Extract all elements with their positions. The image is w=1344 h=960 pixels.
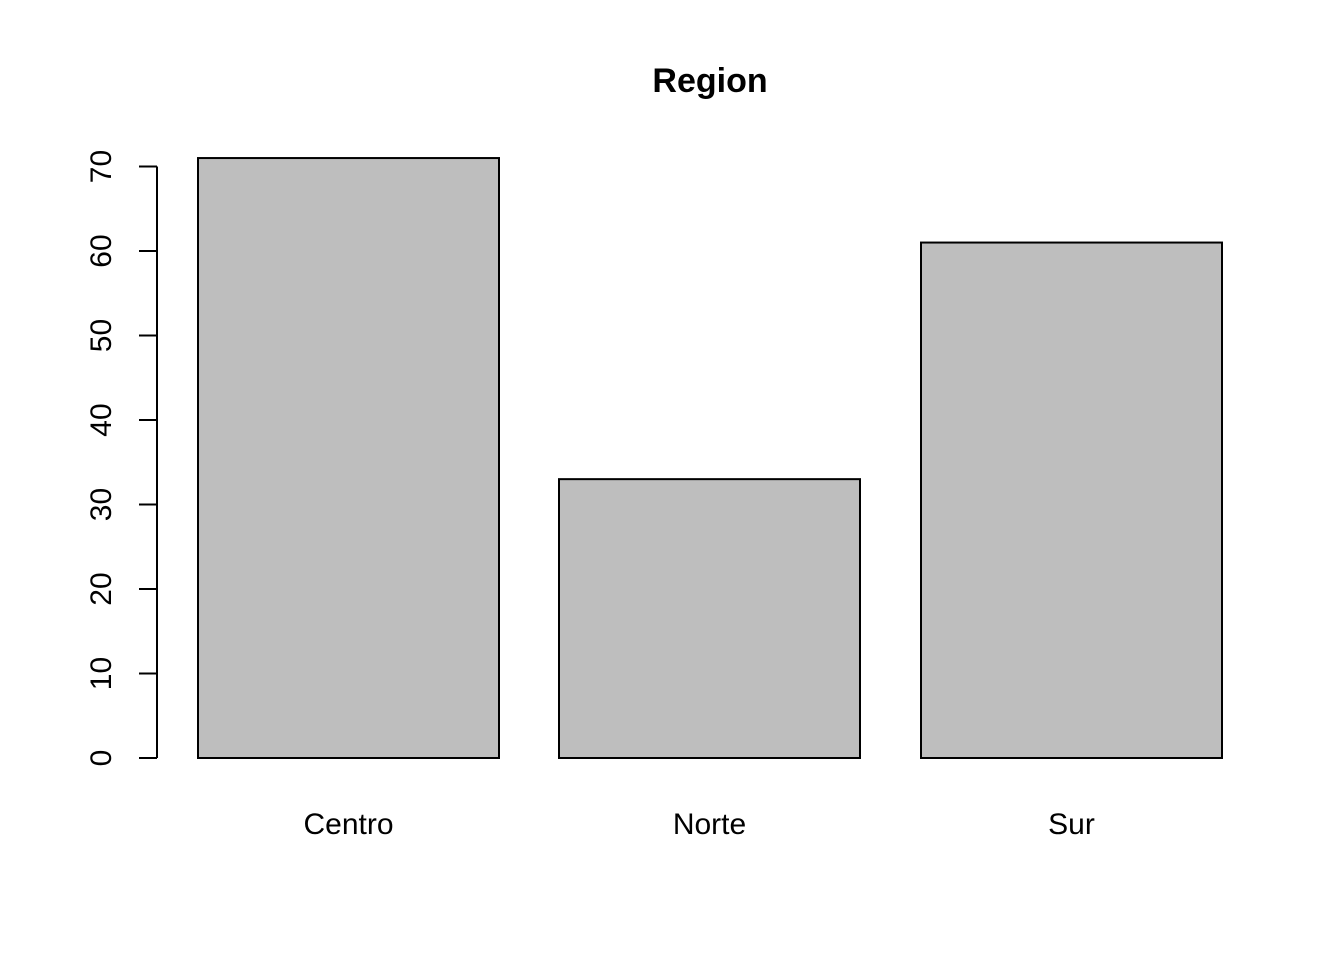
y-axis: 0 10 20 30 40 50 60 70 xyxy=(85,150,158,767)
bar-sur xyxy=(920,241,1223,760)
y-tick-label: 50 xyxy=(85,319,118,352)
x-category-label: Norte xyxy=(673,808,746,841)
y-tick-label: 40 xyxy=(85,403,118,436)
bar-norte xyxy=(558,478,861,759)
y-tick-label: 60 xyxy=(85,234,118,267)
y-tick-label: 20 xyxy=(85,572,118,605)
y-tick-label: 70 xyxy=(85,150,118,183)
x-axis-labels: Centro Norte Sur xyxy=(303,808,1094,841)
bars xyxy=(197,157,1223,760)
bar-centro xyxy=(197,157,500,760)
chart-title: Region xyxy=(652,62,767,100)
y-tick-label: 30 xyxy=(85,488,118,521)
y-tick-label: 0 xyxy=(85,750,118,767)
x-category-label: Sur xyxy=(1048,808,1095,841)
x-category-label: Centro xyxy=(303,808,393,841)
y-tick-label: 10 xyxy=(85,657,118,690)
